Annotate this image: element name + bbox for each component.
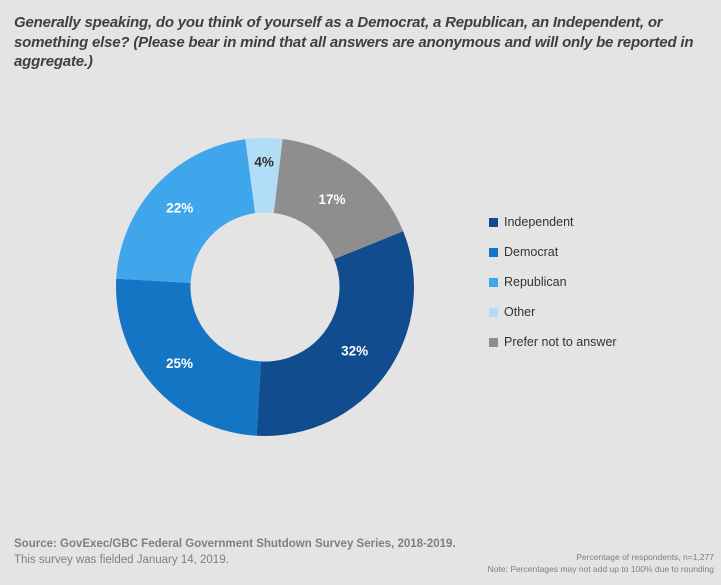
respondents-note: Percentage of respondents, n=1,277 — [576, 552, 714, 562]
legend-swatch-independent — [489, 217, 498, 227]
donut-chart: 32% 25% 22% 4% 17% — [115, 137, 415, 437]
legend-swatch-other — [489, 307, 498, 317]
legend-swatch-democrat — [489, 247, 498, 257]
legend-label: Other — [504, 305, 536, 319]
legend-item-prefer-not-to-answer: Prefer not to answer — [489, 327, 617, 357]
legend-swatch-republican — [489, 277, 498, 287]
pie-slice-republican — [116, 139, 256, 283]
legend-label: Independent — [504, 215, 574, 229]
slice-value-label: 32% — [341, 344, 368, 359]
donut-chart-svg: 32% 25% 22% 4% 17% — [115, 138, 414, 436]
pie-slice-democrat — [115, 278, 261, 436]
pie-slice-prefer-not-to-answer — [273, 139, 404, 260]
legend-swatch-prefer-not-to-answer — [489, 337, 498, 347]
pie-slice-independent — [256, 231, 414, 436]
rounding-note: Note: Percentages may not add up to 100%… — [487, 563, 714, 574]
source-line: Source: GovExec/GBC Federal Government S… — [14, 538, 456, 550]
legend-item-other: Other — [489, 297, 617, 327]
legend-item-republican: Republican — [489, 267, 617, 297]
notes-block: Percentage of respondents, n=1,277 Note:… — [488, 552, 714, 575]
pie-slice-other — [245, 138, 283, 214]
slice-value-label: 17% — [318, 192, 345, 207]
source-block: Source: GovExec/GBC Federal Government S… — [14, 536, 456, 568]
slice-value-label: 22% — [166, 201, 193, 216]
legend-label: Prefer not to answer — [504, 335, 617, 349]
question-title: Generally speaking, do you think of your… — [14, 14, 694, 70]
slice-value-label: 25% — [166, 356, 193, 371]
legend-item-democrat: Democrat — [489, 237, 617, 267]
legend-label: Democrat — [504, 245, 559, 259]
chart-legend: Independent Democrat Republican Other Pr… — [489, 207, 617, 357]
legend-item-independent: Independent — [489, 207, 617, 237]
fielded-date-line: This survey was fielded January 14, 2019… — [14, 554, 229, 566]
legend-label: Republican — [504, 275, 567, 289]
slice-value-label: 4% — [254, 154, 274, 169]
